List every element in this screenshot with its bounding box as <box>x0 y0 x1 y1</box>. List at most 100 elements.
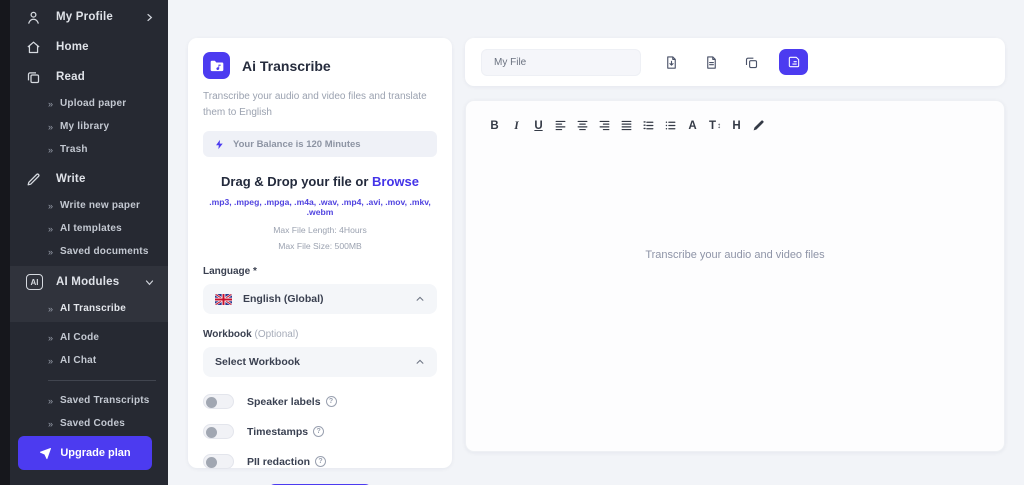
sidebar-subitem-label: Saved documents <box>60 246 149 257</box>
lightning-icon <box>214 139 225 150</box>
sidebar-subitem-label: Upload paper <box>60 98 127 109</box>
sidebar-item-label: My Profile <box>56 11 113 23</box>
toggle-knob <box>206 426 217 438</box>
sidebar-item-my-profile[interactable]: My Profile <box>10 2 168 32</box>
sidebar-item-upload-paper[interactable]: » Upload paper <box>10 92 168 115</box>
workbook-optional-text: (Optional) <box>254 329 299 340</box>
speaker-labels-toggle[interactable] <box>203 394 234 409</box>
double-chevron-icon: » <box>48 144 54 155</box>
heading-button[interactable]: H <box>732 119 741 132</box>
uk-flag-icon <box>215 293 232 305</box>
help-icon[interactable]: ? <box>313 426 325 437</box>
workbook-select[interactable]: Select Workbook <box>203 347 437 377</box>
copy-icon <box>744 55 759 70</box>
help-icon[interactable]: ? <box>315 456 327 467</box>
italic-button[interactable]: I <box>514 119 519 132</box>
sidebar-item-ai-chat[interactable]: » AI Chat <box>10 349 168 372</box>
double-chevron-icon: » <box>48 200 54 211</box>
toggle-knob <box>206 456 217 468</box>
pen-button[interactable] <box>752 118 765 133</box>
sidebar-item-home[interactable]: Home <box>10 32 168 62</box>
align-center-button[interactable] <box>576 118 589 133</box>
timestamps-label: Timestamps <box>247 425 309 438</box>
sidebar-item-saved-transcripts[interactable]: » Saved Transcripts <box>10 389 168 412</box>
export-file-button[interactable] <box>659 50 683 74</box>
browse-link[interactable]: Browse <box>372 174 419 189</box>
upgrade-plan-button[interactable]: Upgrade plan <box>18 436 152 470</box>
double-chevron-icon: » <box>48 303 54 314</box>
align-right-button[interactable] <box>598 118 611 133</box>
dropzone[interactable]: Drag & Drop your file or Browse .mp3, .m… <box>203 174 437 251</box>
sidebar-item-my-library[interactable]: » My library <box>10 115 168 138</box>
help-icon[interactable]: ? <box>325 396 337 407</box>
sidebar-item-saved-documents[interactable]: » Saved documents <box>10 240 168 263</box>
sidebar-subitem-label: Saved Transcripts <box>60 395 150 406</box>
user-icon <box>26 9 43 26</box>
max-file-size: Max File Size: 500MB <box>278 241 362 251</box>
underline-button[interactable]: U <box>534 119 543 132</box>
sidebar-item-write-new-paper[interactable]: » Write new paper <box>10 194 168 217</box>
language-label: Language * <box>203 266 257 277</box>
copy-button[interactable] <box>739 50 763 74</box>
sidebar-subitem-label: AI templates <box>60 223 122 234</box>
double-chevron-icon: » <box>48 98 54 109</box>
language-value: English (Global) <box>243 293 324 305</box>
ai-modules-icon: AI <box>26 274 43 291</box>
pii-redaction-row: PII redaction ? <box>203 454 437 469</box>
unordered-list-button[interactable] <box>664 118 677 133</box>
sidebar-item-label: Read <box>56 71 85 83</box>
sidebar-item-trash[interactable]: » Trash <box>10 138 168 161</box>
paper-plane-icon <box>39 447 52 460</box>
speaker-labels-row: Speaker labels ? <box>203 394 437 409</box>
accepted-file-types: .mp3, .mpeg, .mpga, .m4a, .wav, .mp4, .a… <box>209 197 431 217</box>
sidebar-subitem-label: Saved Codes <box>60 418 126 429</box>
speaker-labels-label: Speaker labels <box>247 395 321 408</box>
double-chevron-icon: » <box>48 395 54 406</box>
sidebar: My Profile Home Read » Upload paper » My… <box>10 0 168 485</box>
align-justify-button[interactable] <box>620 118 633 133</box>
align-left-button[interactable] <box>554 118 567 133</box>
language-select[interactable]: English (Global) <box>203 284 437 314</box>
sidebar-item-ai-code[interactable]: » AI Code <box>10 326 168 349</box>
pii-redaction-toggle[interactable] <box>203 454 234 469</box>
upgrade-plan-label: Upgrade plan <box>60 447 131 459</box>
sidebar-item-label: Home <box>56 41 89 53</box>
panel-description: Transcribe your audio and video files an… <box>203 91 427 118</box>
double-chevron-icon: » <box>48 223 54 234</box>
chevron-up-icon <box>415 294 425 304</box>
text-size-button[interactable]: T ↕ <box>708 118 721 133</box>
pages-icon <box>26 69 43 86</box>
panel-title: Ai Transcribe <box>242 57 331 74</box>
timestamps-toggle[interactable] <box>203 424 234 439</box>
save-button[interactable] <box>779 49 808 75</box>
editor-toolbar: B I U A T ↕ H <box>466 101 1004 133</box>
sidebar-subitem-label: AI Code <box>60 332 100 343</box>
balance-banner: Your Balance is 120 Minutes <box>203 131 437 157</box>
editor-placeholder: Transcribe your audio and video files <box>645 249 825 261</box>
chevron-right-icon <box>145 13 154 22</box>
double-chevron-icon: » <box>48 246 54 257</box>
sidebar-item-read[interactable]: Read <box>10 62 168 92</box>
workbook-value: Select Workbook <box>215 356 300 368</box>
bold-button[interactable]: B <box>490 119 499 132</box>
sidebar-divider <box>48 380 156 381</box>
sidebar-item-ai-templates[interactable]: » AI templates <box>10 217 168 240</box>
export-doc-button[interactable] <box>699 50 723 74</box>
transcript-editor[interactable]: B I U A T ↕ H <box>465 100 1005 452</box>
media-folder-icon <box>203 52 230 79</box>
sidebar-item-write[interactable]: Write <box>10 164 168 194</box>
chevron-up-icon <box>415 357 425 367</box>
pencil-icon <box>26 171 43 188</box>
sidebar-item-ai-modules[interactable]: AI AI Modules <box>10 267 168 297</box>
sidebar-subitem-label: Write new paper <box>60 200 141 211</box>
sidebar-subitem-label: Trash <box>60 144 88 155</box>
font-color-button[interactable]: A <box>688 119 697 132</box>
ordered-list-button[interactable] <box>642 118 655 133</box>
file-name-input[interactable] <box>481 48 641 76</box>
sidebar-item-saved-codes[interactable]: » Saved Codes <box>10 412 168 435</box>
options-toggles: Speaker labels ? Timestamps ? PII redact… <box>203 394 437 469</box>
sidebar-item-ai-transcribe[interactable]: » AI Transcribe <box>10 297 168 320</box>
ai-modules-group: AI AI Modules » AI Transcribe <box>10 266 168 322</box>
sidebar-subitem-label: AI Transcribe <box>60 303 126 314</box>
text-size-letter: T <box>708 119 717 132</box>
